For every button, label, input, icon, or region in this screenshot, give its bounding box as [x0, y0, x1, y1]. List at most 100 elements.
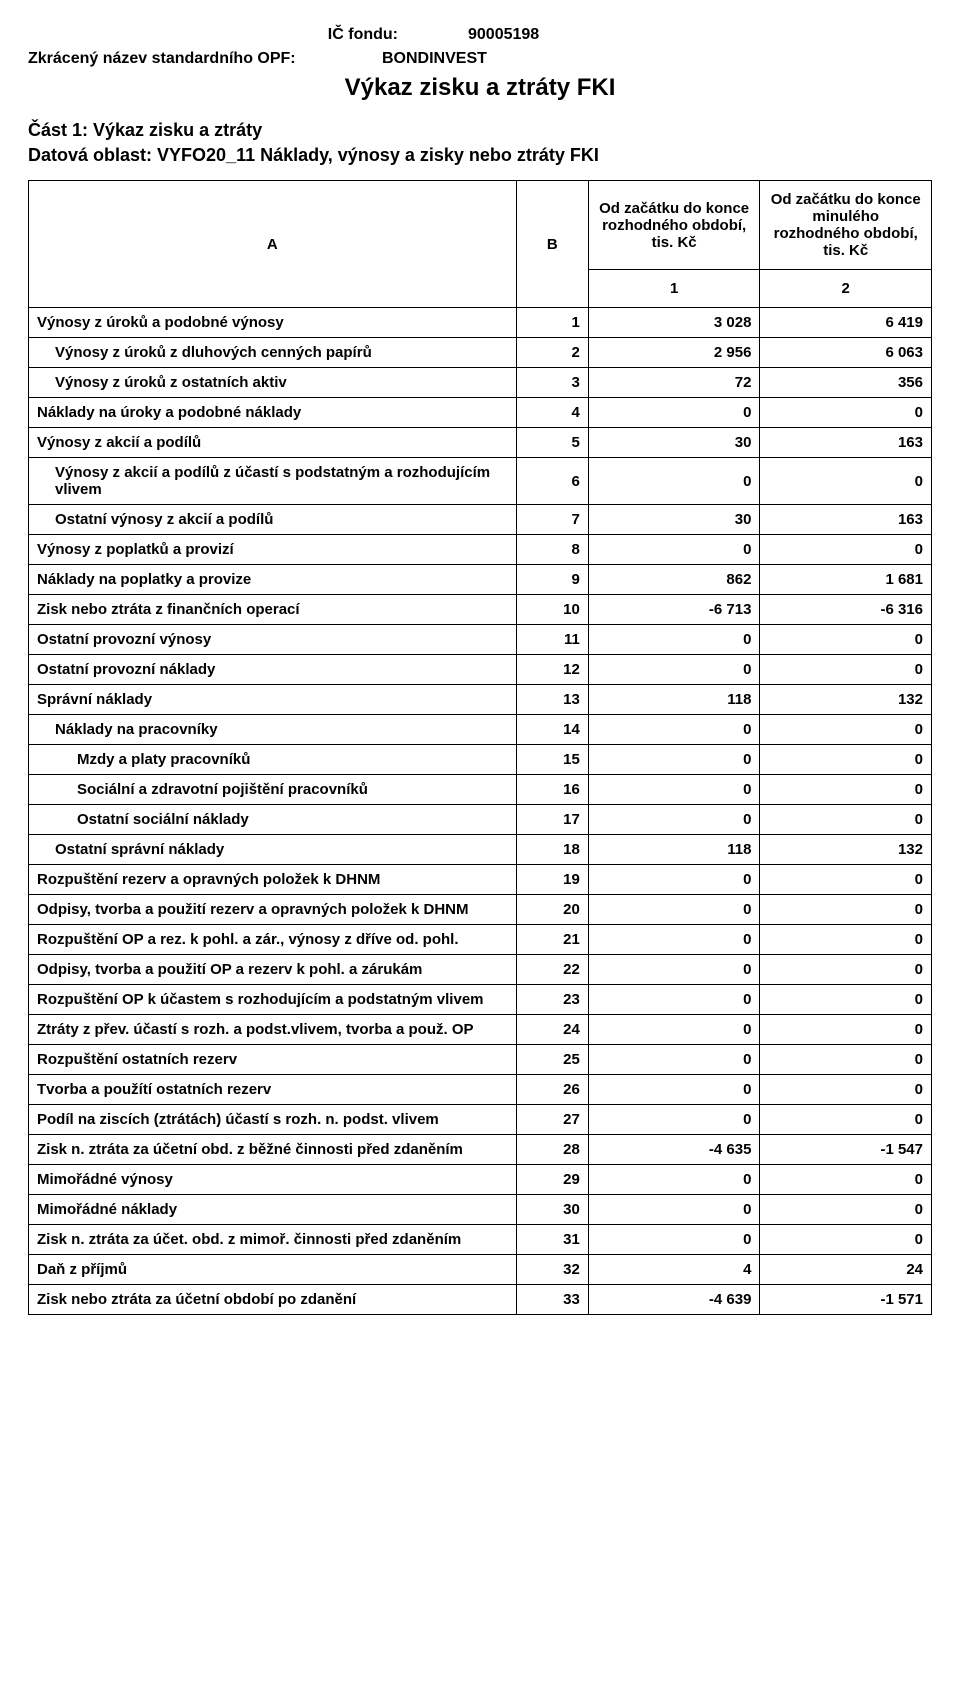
row-value-previous: 0: [760, 398, 932, 428]
shortname-value: BONDINVEST: [358, 50, 528, 68]
row-index: 1: [516, 308, 588, 338]
table-row: Rozpuštění ostatních rezerv2500: [29, 1045, 932, 1075]
row-value-current: -4 635: [588, 1135, 760, 1165]
row-value-current: 0: [588, 625, 760, 655]
row-index: 20: [516, 895, 588, 925]
table-row: Výnosy z akcií a podílů530163: [29, 428, 932, 458]
table-row: Mimořádné výnosy2900: [29, 1165, 932, 1195]
row-value-previous: 132: [760, 685, 932, 715]
row-value-current: 0: [588, 1015, 760, 1045]
row-index: 2: [516, 338, 588, 368]
row-index: 14: [516, 715, 588, 745]
row-label: Sociální a zdravotní pojištění pracovník…: [29, 775, 517, 805]
table-row: Ostatní provozní náklady1200: [29, 655, 932, 685]
row-value-previous: 24: [760, 1255, 932, 1285]
row-index: 8: [516, 535, 588, 565]
row-label: Mzdy a platy pracovníků: [29, 745, 517, 775]
row-index: 16: [516, 775, 588, 805]
row-label: Mimořádné náklady: [29, 1195, 517, 1225]
row-label: Výnosy z úroků a podobné výnosy: [29, 308, 517, 338]
row-value-previous: -1 547: [760, 1135, 932, 1165]
table-row: Zisk n. ztráta za účet. obd. z mimoř. či…: [29, 1225, 932, 1255]
row-label: Správní náklady: [29, 685, 517, 715]
document-title: Výkaz zisku a ztráty FKI: [28, 74, 932, 102]
row-label: Tvorba a použítí ostatních rezerv: [29, 1075, 517, 1105]
row-index: 13: [516, 685, 588, 715]
row-value-previous: 0: [760, 715, 932, 745]
row-value-previous: 0: [760, 625, 932, 655]
row-label: Rozpuštění rezerv a opravných položek k …: [29, 865, 517, 895]
row-value-current: 30: [588, 505, 760, 535]
table-row: Náklady na pracovníky1400: [29, 715, 932, 745]
row-label: Zisk nebo ztráta za účetní období po zda…: [29, 1285, 517, 1315]
row-index: 31: [516, 1225, 588, 1255]
row-label: Podíl na ziscích (ztrátách) účastí s roz…: [29, 1105, 517, 1135]
row-value-previous: 132: [760, 835, 932, 865]
row-value-current: 0: [588, 775, 760, 805]
row-value-previous: 0: [760, 925, 932, 955]
row-label: Odpisy, tvorba a použití OP a rezerv k p…: [29, 955, 517, 985]
shortname-label: Zkrácený název standardního OPF:: [28, 50, 358, 68]
table-row: Odpisy, tvorba a použití OP a rezerv k p…: [29, 955, 932, 985]
table-row: Rozpuštění OP a rez. k pohl. a zár., výn…: [29, 925, 932, 955]
row-label: Výnosy z poplatků a provizí: [29, 535, 517, 565]
table-row: Výnosy z úroků z ostatních aktiv372356: [29, 368, 932, 398]
row-value-current: 0: [588, 1105, 760, 1135]
table-row: Ostatní správní náklady18118132: [29, 835, 932, 865]
table-row: Ostatní provozní výnosy1100: [29, 625, 932, 655]
row-value-current: 0: [588, 925, 760, 955]
row-value-previous: 0: [760, 745, 932, 775]
row-value-previous: 0: [760, 1045, 932, 1075]
table-row: Rozpuštění rezerv a opravných položek k …: [29, 865, 932, 895]
row-value-previous: 356: [760, 368, 932, 398]
row-index: 18: [516, 835, 588, 865]
row-label: Rozpuštění OP a rez. k pohl. a zár., výn…: [29, 925, 517, 955]
row-value-current: 0: [588, 458, 760, 505]
col-header-1: 1: [588, 270, 760, 308]
row-value-current: 0: [588, 1195, 760, 1225]
row-value-current: 2 956: [588, 338, 760, 368]
area-line: Datová oblast: VYFO20_11 Náklady, výnosy…: [28, 145, 932, 166]
row-index: 30: [516, 1195, 588, 1225]
row-value-current: 0: [588, 398, 760, 428]
row-value-current: 0: [588, 1075, 760, 1105]
row-index: 26: [516, 1075, 588, 1105]
row-value-current: 0: [588, 715, 760, 745]
row-value-current: -6 713: [588, 595, 760, 625]
row-value-current: 0: [588, 1165, 760, 1195]
row-value-previous: 0: [760, 655, 932, 685]
table-row: Mimořádné náklady3000: [29, 1195, 932, 1225]
row-value-previous: 163: [760, 505, 932, 535]
table-row: Rozpuštění OP k účastem s rozhodujícím a…: [29, 985, 932, 1015]
row-label: Zisk n. ztráta za účet. obd. z mimoř. či…: [29, 1225, 517, 1255]
row-label: Ostatní správní náklady: [29, 835, 517, 865]
col-header-period-current: Od začátku do konce rozhodného období, t…: [588, 181, 760, 270]
row-value-previous: 0: [760, 1225, 932, 1255]
table-row: Zisk nebo ztráta z finančních operací10-…: [29, 595, 932, 625]
row-label: Zisk n. ztráta za účetní obd. z běžné či…: [29, 1135, 517, 1165]
table-row: Sociální a zdravotní pojištění pracovník…: [29, 775, 932, 805]
row-index: 27: [516, 1105, 588, 1135]
row-value-previous: -6 316: [760, 595, 932, 625]
table-row: Náklady na úroky a podobné náklady400: [29, 398, 932, 428]
table-row: Správní náklady13118132: [29, 685, 932, 715]
row-value-current: 3 028: [588, 308, 760, 338]
row-index: 28: [516, 1135, 588, 1165]
table-row: Mzdy a platy pracovníků1500: [29, 745, 932, 775]
row-label: Odpisy, tvorba a použití rezerv a opravn…: [29, 895, 517, 925]
col-header-period-previous: Od začátku do konce minulého rozhodného …: [760, 181, 932, 270]
row-label: Ostatní provozní náklady: [29, 655, 517, 685]
row-index: 33: [516, 1285, 588, 1315]
income-statement-table: A B Od začátku do konce rozhodného obdob…: [28, 180, 932, 1315]
row-label: Výnosy z akcií a podílů: [29, 428, 517, 458]
row-value-previous: 163: [760, 428, 932, 458]
table-row: Zisk n. ztráta za účetní obd. z běžné či…: [29, 1135, 932, 1165]
row-label: Ostatní provozní výnosy: [29, 625, 517, 655]
row-index: 25: [516, 1045, 588, 1075]
row-value-previous: 6 419: [760, 308, 932, 338]
row-value-current: -4 639: [588, 1285, 760, 1315]
col-header-B: B: [516, 181, 588, 308]
row-value-current: 0: [588, 805, 760, 835]
row-value-previous: 0: [760, 865, 932, 895]
row-value-previous: 0: [760, 535, 932, 565]
